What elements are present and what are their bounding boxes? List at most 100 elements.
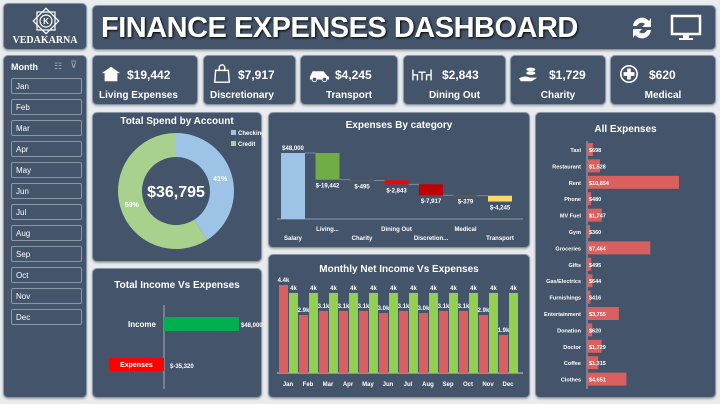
- bar-label: $48,000: [241, 323, 263, 329]
- refresh-icon[interactable]: [627, 13, 657, 43]
- waterfall-bar: [315, 153, 340, 180]
- month-sep[interactable]: Sep: [11, 246, 82, 262]
- donut-slice-credit: [117, 133, 208, 249]
- category-label: Donation: [557, 328, 581, 334]
- category-label: Discretion...: [414, 236, 449, 242]
- bar-label: $-379: [458, 200, 474, 206]
- slice-label: 41%: [213, 176, 228, 183]
- legend-label: Checking: [238, 131, 263, 137]
- bar-label: 3.0k: [418, 306, 430, 312]
- month-dec[interactable]: Dec: [11, 309, 82, 325]
- bar-label: 2.9k: [478, 308, 490, 314]
- category-label: Coffee: [564, 361, 581, 367]
- clear-filter-icon[interactable]: ⊽: [70, 60, 78, 71]
- category-label: Living...: [316, 227, 339, 233]
- expense-bar: [587, 372, 627, 386]
- bar-label: $1,729: [589, 345, 606, 351]
- kpi-value: $4,245: [335, 68, 372, 82]
- income-bar: [449, 293, 458, 373]
- kpi-card-dining-out: $2,843 Dining Out: [403, 55, 506, 105]
- bar-label: 3.0k: [378, 306, 390, 312]
- category-label: Expenses: [120, 362, 153, 369]
- bar-label: $-2,843: [386, 188, 407, 194]
- income-bar: [429, 293, 438, 373]
- chart-title: Expenses By category: [345, 120, 453, 131]
- bar-label: $1,528: [589, 164, 606, 170]
- bar-label: $620: [589, 328, 601, 334]
- bar-label: 4k: [410, 286, 417, 292]
- month-feb[interactable]: Feb: [11, 99, 82, 115]
- month-oct[interactable]: Oct: [11, 267, 82, 283]
- bar-label: 1.9k: [498, 328, 510, 334]
- expense-bar: [587, 143, 593, 156]
- legend-swatch: [231, 141, 236, 146]
- bar-label: $360: [589, 230, 601, 236]
- expense-bar: [587, 356, 599, 370]
- bar-label: $-4,245: [490, 206, 511, 212]
- category-label: Entertainment: [544, 312, 581, 318]
- bar-label: 2.9k: [298, 308, 310, 314]
- expense-bar: [459, 311, 468, 373]
- slice-label: 59%: [125, 202, 140, 209]
- month-apr[interactable]: Apr: [11, 141, 82, 157]
- all-expenses-panel: All Expenses $698 Taxi $1,528 Restaurant $10…: [535, 112, 716, 398]
- month-nov[interactable]: Nov: [11, 288, 82, 304]
- medical-cross-icon: [620, 65, 638, 83]
- income-bar: [509, 293, 518, 373]
- waterfall-bar: [419, 184, 443, 196]
- bar-label: 3.1k: [458, 304, 470, 310]
- expense-bar: [439, 311, 448, 373]
- month-label: Jan: [283, 382, 294, 388]
- category-label: Dining Out: [381, 227, 412, 233]
- month-label: May: [362, 382, 374, 388]
- income-bar: [349, 293, 358, 373]
- bar-label: 3.1k: [318, 304, 330, 310]
- month-label: Mar: [323, 382, 334, 388]
- bar-label: $1,747: [589, 214, 606, 220]
- month-jul[interactable]: Jul: [11, 204, 82, 220]
- multi-select-icon[interactable]: ☷: [54, 61, 63, 71]
- chart-title: Total Income Vs Expenses: [114, 280, 240, 291]
- category-label: Charity: [352, 236, 373, 242]
- bar-label: $416: [589, 296, 601, 302]
- shopping-bag-icon: [213, 64, 231, 83]
- expense-bar: [499, 335, 508, 373]
- month-may[interactable]: May: [11, 162, 82, 178]
- income-bar: [389, 293, 398, 373]
- monthly-panel: Monthly Net Income Vs Expenses 4.4k 4k Jan…: [268, 254, 530, 398]
- monitor-icon[interactable]: [670, 13, 702, 43]
- category-label: Transport: [486, 236, 514, 242]
- giving-hand-icon: [519, 67, 538, 82]
- bar-label: 4k: [450, 286, 457, 292]
- income-bar: [409, 293, 418, 373]
- category-label: Salary: [284, 236, 303, 242]
- bar-label: $1,315: [589, 361, 606, 367]
- kpi-label: Living Expenses: [99, 90, 178, 101]
- bar-label: $10,854: [589, 181, 610, 187]
- kpi-value: $1,729: [549, 68, 586, 82]
- month-mar[interactable]: Mar: [11, 120, 82, 136]
- month-jun[interactable]: Jun: [11, 183, 82, 199]
- kpi-card-medical: $620 Medical: [610, 55, 716, 105]
- category-label: Furnishings: [550, 296, 581, 302]
- kpi-value: $19,442: [127, 68, 171, 82]
- category-label: Income: [128, 320, 157, 329]
- category-label: Gas/Electrics: [546, 279, 581, 285]
- bar-label: 4k: [470, 286, 477, 292]
- center-total: $36,795: [147, 184, 205, 201]
- bar-label: $7,464: [589, 246, 607, 252]
- income-bar: [329, 293, 338, 373]
- legend-label: Credit: [238, 142, 255, 148]
- expense-bar: [587, 274, 593, 288]
- expense-bar: [359, 311, 368, 373]
- month-aug[interactable]: Aug: [11, 225, 82, 241]
- expense-bar: [279, 285, 288, 373]
- month-label: Jun: [383, 382, 394, 388]
- logo-panel: K VEDAKARNA: [3, 3, 87, 50]
- month-jan[interactable]: Jan: [11, 78, 82, 94]
- expense-bar: [587, 241, 651, 255]
- month-slicer: Month ☷ ⊽ Jan Feb Mar Apr May Jun Jul Aug Sep Oct…: [3, 55, 87, 398]
- month-label: Nov: [482, 382, 494, 388]
- bar-label: 3.1k: [358, 304, 370, 310]
- chart-title: Total Spend by Account: [120, 116, 234, 127]
